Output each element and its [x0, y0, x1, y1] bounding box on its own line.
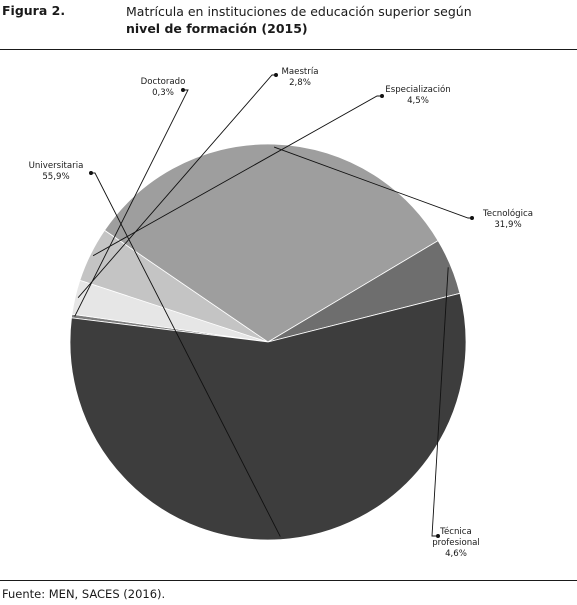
figure-title: Matrícula en instituciones de educación …	[126, 3, 472, 37]
leader-dot	[380, 94, 384, 98]
source-note: Fuente: MEN, SACES (2016).	[2, 587, 166, 601]
leader-dot	[274, 73, 278, 77]
slice-value-label: 0,3%	[152, 88, 174, 98]
leader-dot	[436, 534, 440, 538]
pie-slice-universitaria	[69, 292, 467, 541]
slice-value-label: 4,5%	[407, 96, 429, 106]
slice-name-label: Maestría	[281, 67, 318, 77]
slice-name-label: Tecnológica	[482, 208, 533, 219]
leader-dot	[89, 171, 93, 175]
slice-name-label: Técnica	[439, 526, 472, 537]
bottom-rule	[0, 580, 577, 581]
slice-value-label: 55,9%	[42, 172, 69, 182]
slice-value-label: 2,8%	[289, 78, 311, 88]
slice-label: Doctorado 0,3%	[141, 77, 186, 98]
slice-value-label: 31,9%	[494, 220, 521, 230]
slice-name-label: Especialización	[385, 84, 450, 95]
leader-lines	[74, 73, 474, 538]
slice-value-label: 4,6%	[445, 549, 467, 559]
slice-label: Técnica profesional 4,6%	[432, 526, 480, 559]
pie-slices	[69, 143, 467, 541]
slice-label: Maestría 2,8%	[281, 67, 318, 88]
figure-title-line-1: Matrícula en instituciones de educación …	[126, 4, 472, 19]
top-rule	[0, 49, 577, 50]
slice-name-label: Universitaria	[29, 161, 84, 171]
leader-dot	[181, 88, 185, 92]
slice-label: Universitaria 55,9%	[29, 161, 84, 182]
leader-dot	[470, 216, 474, 220]
figure-title-line-2: nivel de formación (2015)	[126, 21, 308, 36]
slice-label: Especialización 4,5%	[385, 84, 450, 106]
pie-slice-tecnológica	[103, 143, 439, 343]
slice-name-label: Doctorado	[141, 77, 186, 87]
slice-label: Tecnológica 31,9%	[482, 208, 533, 230]
slice-labels: Doctorado 0,3% Maestría 2,8% Especialización…	[29, 67, 533, 559]
slice-name-label: profesional	[432, 538, 480, 548]
figure-label: Figura 2.	[2, 3, 66, 18]
